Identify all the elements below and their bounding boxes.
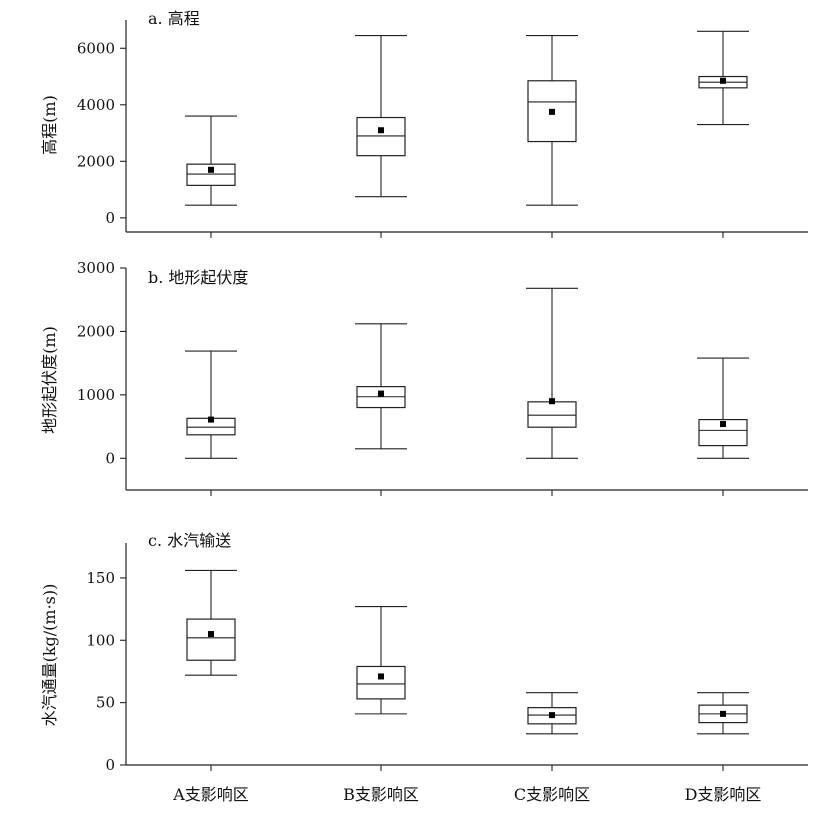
y-tick-label: 3000 <box>77 259 115 277</box>
panel-title: c. 水汽输送 <box>148 531 231 550</box>
y-tick-label: 6000 <box>77 39 115 57</box>
mean-marker <box>208 416 214 423</box>
mean-marker <box>378 390 384 397</box>
iqr-box <box>527 401 577 428</box>
mean-marker <box>720 710 726 717</box>
y-axis-label: 高程(m) <box>40 95 59 155</box>
panel-title: b. 地形起伏度 <box>148 268 248 287</box>
x-tick-label: D支影响区 <box>685 785 762 804</box>
y-tick-label: 50 <box>96 694 115 712</box>
y-tick-label: 0 <box>105 209 115 227</box>
mean-marker <box>378 127 384 134</box>
mean-marker <box>549 398 555 405</box>
mean-marker <box>208 166 214 173</box>
box-1 <box>185 115 237 206</box>
iqr-box <box>527 707 577 725</box>
y-axis-label: 水汽通量(kg/(m·s)) <box>40 584 59 727</box>
y-tick-label: 4000 <box>77 96 115 114</box>
y-tick-label: 2000 <box>77 152 115 170</box>
box-3 <box>526 692 578 735</box>
panel-moisture-transport: c. 水汽输送 水汽通量(kg/(m·s)) 0 50 100 150 <box>40 531 808 774</box>
mean-marker <box>378 673 384 680</box>
mean-marker <box>549 108 555 115</box>
iqr-box <box>356 665 406 700</box>
box-4 <box>697 30 749 126</box>
mean-marker <box>720 421 726 428</box>
iqr-box <box>186 618 236 661</box>
y-axis-label: 地形起伏度(m) <box>40 326 59 434</box>
iqr-box <box>527 80 577 143</box>
box-2 <box>355 34 407 198</box>
box-4 <box>697 692 749 735</box>
iqr-box <box>186 163 236 186</box>
iqr-box <box>356 116 406 157</box>
mean-marker <box>720 77 726 84</box>
x-tick-label: C支影响区 <box>514 785 590 804</box>
x-tick-label: B支影响区 <box>343 785 419 804</box>
y-tick-label: 1000 <box>77 386 115 404</box>
y-tick-label: 0 <box>105 449 115 467</box>
box-2 <box>355 606 407 715</box>
x-axis-categories: A支影响区 B支影响区 C支影响区 D支影响区 <box>172 785 761 804</box>
mean-marker <box>208 631 214 638</box>
box-3 <box>526 287 578 459</box>
box-1 <box>185 569 237 676</box>
mean-marker <box>549 712 555 719</box>
box-3 <box>526 34 578 206</box>
iqr-box <box>698 418 748 447</box>
y-tick-label: 100 <box>86 631 115 649</box>
panel-relief: b. 地形起伏度 地形起伏度(m) 0 1000 2000 3000 <box>40 259 808 496</box>
panel-title: a. 高程 <box>148 9 200 28</box>
y-tick-label: 0 <box>105 756 115 774</box>
y-tick-label: 150 <box>86 569 115 587</box>
x-tick-label: A支影响区 <box>172 785 249 804</box>
panel-elevation: a. 高程 高程(m) 0 2000 4000 6000 <box>40 9 808 238</box>
box-1 <box>185 350 237 459</box>
box-2 <box>355 323 407 450</box>
y-tick-label: 2000 <box>77 322 115 340</box>
box-4 <box>697 357 749 459</box>
